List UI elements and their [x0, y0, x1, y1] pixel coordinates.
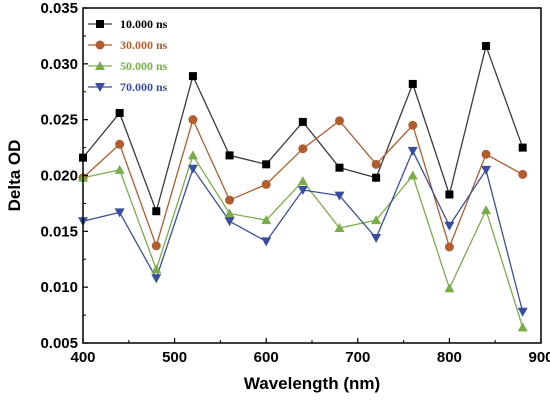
data-point: [114, 208, 125, 218]
y-tick-label: 0.035: [40, 0, 78, 17]
data-point: [261, 215, 272, 225]
data-point: [408, 79, 417, 88]
data-point: [372, 173, 381, 182]
data-point: [517, 322, 528, 332]
data-point: [444, 283, 455, 293]
y-tick-label: 0.020: [40, 168, 78, 185]
y-axis: 0.005 0.010 0.015 0.020 0.025 0.030 0.035: [40, 0, 88, 352]
data-point: [407, 170, 418, 180]
x-axis: 400 500 600 700 800 900: [70, 338, 550, 366]
data-point: [297, 186, 308, 196]
x-tick-label: 500: [162, 349, 187, 366]
series-line-4: [82, 149, 524, 312]
x-tick-label: 900: [528, 349, 550, 366]
legend-label: 50.000 ns: [120, 59, 168, 73]
legend: 10.000 ns 30.000 ns 50.000 ns 70.000 ns: [88, 17, 168, 94]
x-tick-label: 400: [70, 349, 95, 366]
data-point: [481, 149, 491, 159]
y-axis-title: Delta OD: [5, 140, 24, 212]
y-tick-label: 0.010: [40, 279, 78, 296]
data-point: [371, 234, 382, 244]
y-tick-label: 0.030: [40, 56, 78, 73]
data-point: [517, 307, 528, 317]
data-point: [518, 169, 528, 179]
data-point: [334, 222, 345, 232]
legend-marker: [96, 20, 104, 28]
legend-label: 10.000 ns: [120, 17, 168, 31]
data-point: [444, 242, 454, 252]
data-point: [187, 164, 198, 174]
x-axis-title: Wavelength (nm): [244, 374, 380, 393]
legend-marker: [95, 61, 105, 70]
y-tick-label: 0.015: [40, 223, 78, 240]
data-point: [262, 160, 271, 169]
data-point: [151, 264, 162, 274]
data-point: [224, 208, 235, 218]
data-point: [298, 144, 308, 154]
data-point: [261, 179, 271, 189]
data-point: [224, 217, 235, 227]
data-point: [334, 116, 344, 126]
data-point: [152, 207, 161, 216]
data-point: [188, 72, 197, 81]
y-tick-label: 0.025: [40, 112, 78, 129]
x-tick-label: 800: [437, 349, 462, 366]
data-point: [225, 151, 234, 160]
data-point: [225, 195, 235, 205]
data-point: [371, 215, 382, 225]
legend-item: 50.000 ns: [88, 59, 168, 73]
data-point: [151, 274, 162, 284]
x-tick-label: 700: [345, 349, 370, 366]
y-tick-label: 0.005: [40, 335, 78, 352]
data-point: [481, 205, 492, 215]
data-point: [188, 115, 198, 125]
data-point: [151, 241, 161, 251]
legend-item: 10.000 ns: [88, 17, 168, 31]
data-point: [115, 108, 124, 117]
data-point: [407, 146, 418, 156]
legend-label: 30.000 ns: [120, 38, 168, 52]
data-point: [298, 117, 307, 126]
data-point: [335, 163, 344, 172]
legend-item: 70.000 ns: [88, 80, 168, 94]
data-point: [334, 191, 345, 201]
data-point: [114, 164, 125, 174]
legend-marker: [95, 83, 105, 92]
data-point: [444, 221, 455, 231]
data-point: [115, 139, 125, 149]
data-point: [371, 159, 381, 169]
legend-label: 70.000 ns: [120, 80, 168, 94]
data-point: [187, 150, 198, 160]
data-point: [518, 143, 527, 152]
data-point: [261, 237, 272, 247]
data-point: [297, 176, 308, 186]
data-point: [481, 165, 492, 175]
legend-marker: [95, 40, 105, 50]
x-tick-label: 600: [254, 349, 279, 366]
data-point: [445, 190, 454, 199]
legend-item: 30.000 ns: [88, 38, 168, 52]
data-point: [482, 41, 491, 50]
series-markers: [78, 41, 528, 332]
data-point: [408, 120, 418, 130]
